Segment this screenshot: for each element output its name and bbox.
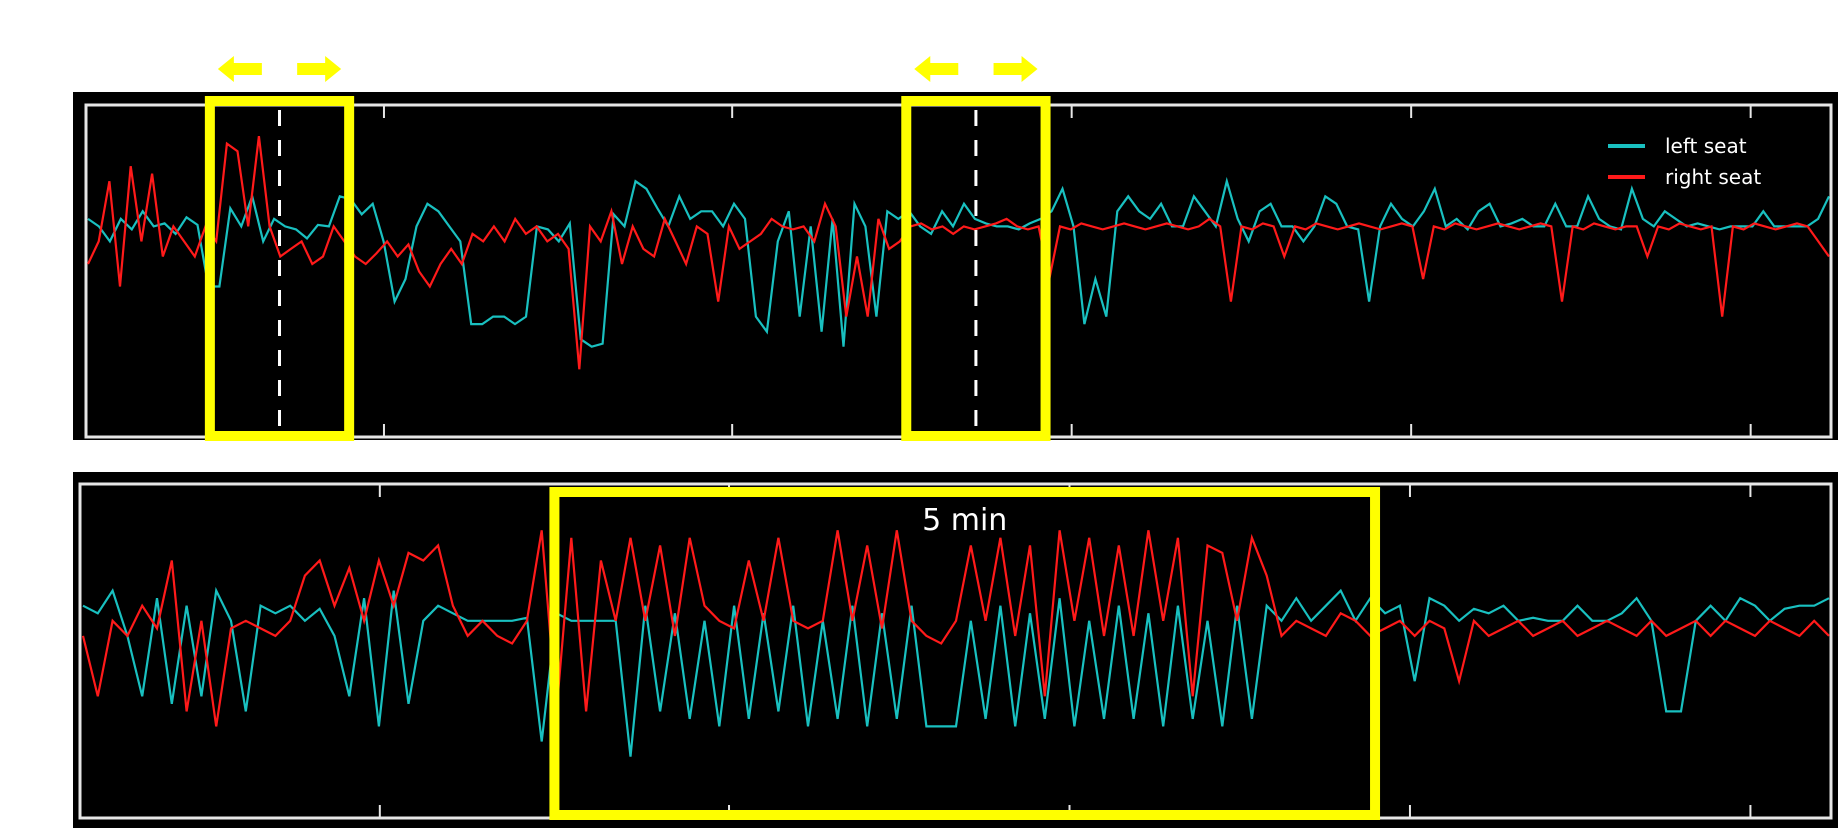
legend-label-left-seat: left seat <box>1665 134 1747 158</box>
panel-top: left seat right seat <box>73 56 1838 441</box>
arrow-right-icon <box>297 56 342 82</box>
panel-bottom-series-right-seat <box>81 530 1830 727</box>
highlight-box <box>549 487 1381 820</box>
arrow-left-icon <box>914 56 959 82</box>
panel-bottom-series-left-seat <box>82 586 1830 757</box>
panel-top-background <box>73 92 1838 440</box>
panel-top-series-right-seat <box>87 135 1830 370</box>
highlight-box <box>901 96 1051 441</box>
panel-top-series-left-seat <box>87 176 1830 348</box>
panel-bottom: 5 min <box>73 472 1838 828</box>
arrow-right-icon <box>993 56 1038 82</box>
series-line-right-seat <box>87 135 1830 370</box>
arrow-left-icon <box>217 56 262 82</box>
highlight-box <box>204 96 355 441</box>
panel-bottom-highlights: 5 min <box>549 487 1381 820</box>
panel-bottom-background <box>73 472 1838 828</box>
series-line-left-seat <box>82 586 1830 757</box>
panel-top-highlights <box>204 56 1051 441</box>
series-line-left-seat <box>87 176 1830 348</box>
panel-top-ticks <box>382 105 1752 437</box>
legend-label-right-seat: right seat <box>1665 165 1761 189</box>
series-line-right-seat <box>81 530 1830 727</box>
legend: left seat right seat <box>1608 134 1761 189</box>
window-duration-label: 5 min <box>922 503 1007 538</box>
